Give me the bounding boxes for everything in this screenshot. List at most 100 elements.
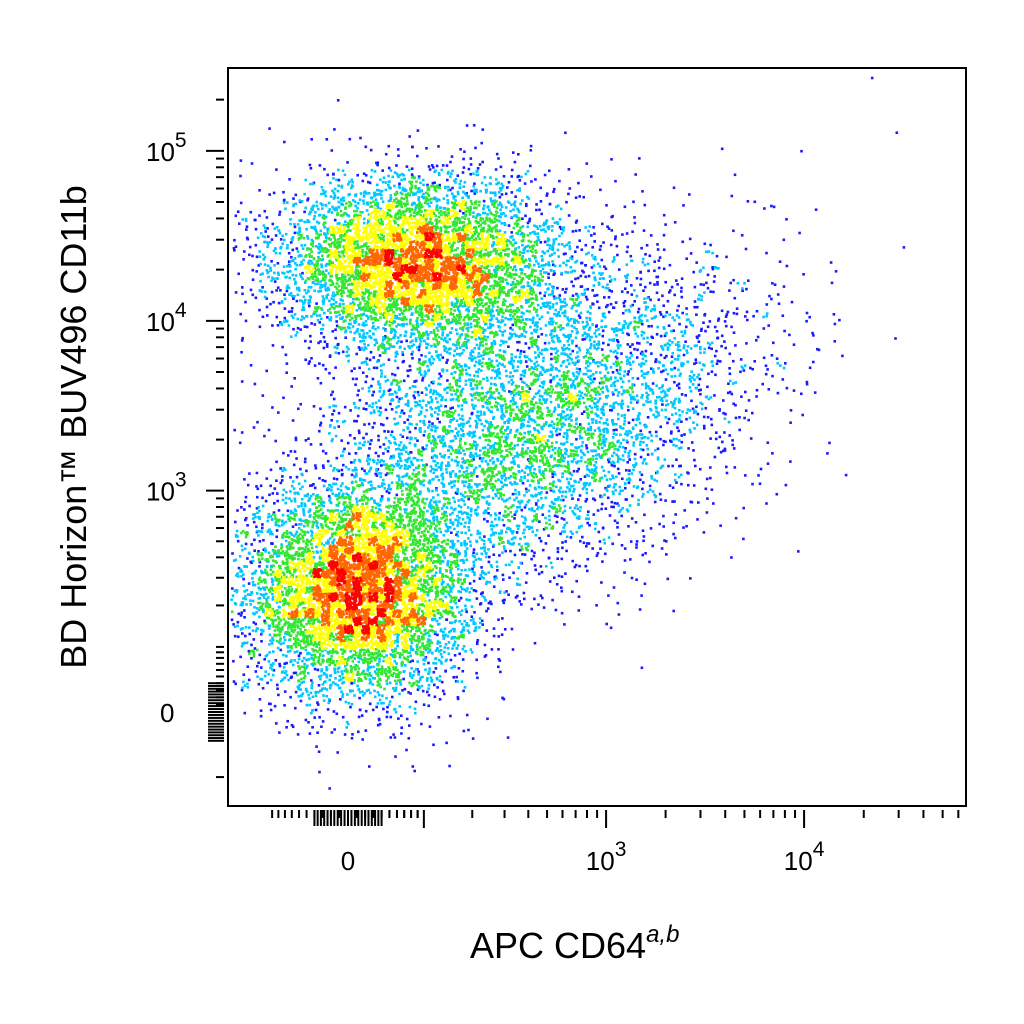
- event-dot: [646, 319, 649, 322]
- event-dot: [571, 590, 574, 594]
- event-dot: [528, 219, 531, 223]
- event-dot: [495, 576, 498, 580]
- event-dot: [420, 391, 424, 394]
- event-dot: [282, 265, 286, 268]
- event-dot: [489, 540, 492, 544]
- event-dot: [460, 333, 464, 336]
- event-dot: [600, 495, 604, 498]
- event-dot: [264, 499, 268, 503]
- event-dot: [502, 175, 506, 178]
- event-dot: [469, 471, 473, 475]
- event-dot: [580, 524, 583, 528]
- event-dot: [642, 481, 645, 484]
- event-dot: [543, 302, 546, 305]
- event-dot: [578, 494, 582, 497]
- event-dot: [392, 733, 395, 736]
- event-dot: [634, 521, 638, 524]
- event-dot: [552, 269, 556, 273]
- event-dot: [772, 341, 775, 345]
- event-dot: [517, 566, 520, 570]
- event-dot: [510, 175, 513, 178]
- event-dot: [425, 331, 428, 335]
- event-dot: [334, 682, 337, 686]
- event-dot: [371, 708, 375, 712]
- event-dot: [335, 178, 338, 182]
- event-dot: [501, 404, 505, 407]
- event-dot: [352, 681, 356, 685]
- event-dot: [574, 480, 577, 484]
- event-dot: [688, 416, 692, 420]
- event-dot: [693, 427, 696, 430]
- event-dot: [501, 573, 505, 577]
- event-dot: [306, 235, 309, 238]
- event-dot: [585, 517, 588, 520]
- event-dot: [272, 662, 275, 665]
- event-dot: [594, 329, 598, 332]
- event-dot: [673, 380, 676, 384]
- event-dot: [393, 184, 396, 188]
- event-dot: [511, 460, 515, 464]
- event-dot: [534, 356, 537, 359]
- event-dot: [317, 290, 320, 293]
- event-dot: [540, 497, 543, 500]
- event-dot: [255, 607, 259, 610]
- event-dot: [431, 512, 435, 516]
- event-dot: [479, 344, 482, 347]
- event-dot: [734, 381, 738, 384]
- event-dot: [249, 288, 253, 292]
- event-dot: [363, 469, 366, 473]
- event-dot: [435, 206, 438, 209]
- event-dot: [395, 172, 399, 176]
- event-dot: [341, 482, 344, 485]
- event-dot: [470, 507, 473, 511]
- event-dot: [317, 690, 320, 694]
- event-dot: [485, 500, 489, 504]
- event-dot: [299, 487, 302, 491]
- event-dot: [384, 335, 387, 338]
- event-dot: [389, 199, 392, 202]
- event-dot: [742, 537, 745, 541]
- event-dot: [699, 268, 702, 272]
- event-dot: [471, 403, 474, 407]
- event-dot: [282, 272, 286, 275]
- event-dot: [501, 382, 504, 386]
- event-dot: [386, 472, 389, 475]
- event-dot: [664, 368, 668, 371]
- event-dot: [516, 232, 520, 235]
- event-dot: [688, 237, 692, 241]
- event-dot: [620, 514, 623, 518]
- event-dot: [474, 404, 477, 408]
- event-dot: [471, 431, 475, 434]
- event-dot: [619, 376, 622, 380]
- event-dot: [254, 670, 258, 673]
- event-dot: [405, 392, 409, 396]
- event-dot: [413, 380, 416, 383]
- event-dot: [675, 444, 678, 448]
- event-dot: [609, 377, 613, 381]
- event-dot: [640, 396, 643, 399]
- event-dot: [644, 384, 648, 387]
- event-dot: [636, 348, 639, 352]
- event-dot: [526, 298, 530, 302]
- event-dot: [387, 498, 391, 501]
- event-dot: [753, 360, 756, 363]
- event-dot: [629, 351, 633, 355]
- event-dot: [472, 211, 475, 214]
- event-dot: [739, 370, 742, 374]
- event-dot: [425, 497, 429, 501]
- event-dot: [300, 299, 304, 303]
- event-dot: [514, 492, 517, 496]
- event-dot: [438, 698, 442, 701]
- event-dot: [328, 432, 331, 435]
- event-dot: [504, 369, 508, 373]
- event-dot: [242, 573, 245, 576]
- event-dot: [427, 693, 431, 697]
- event-dot: [389, 169, 393, 172]
- event-dot: [329, 195, 333, 198]
- event-dot: [302, 307, 306, 310]
- event-dot: [266, 227, 269, 230]
- event-dot: [440, 368, 444, 372]
- event-dot: [551, 339, 554, 342]
- event-dot: [805, 319, 808, 323]
- event-dot: [498, 376, 501, 380]
